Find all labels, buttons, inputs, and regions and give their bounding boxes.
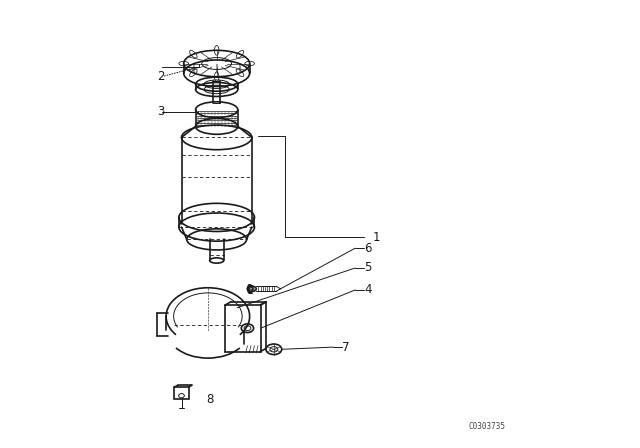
Text: 3: 3 (157, 105, 164, 118)
Text: C0303735: C0303735 (468, 422, 506, 431)
Text: 7: 7 (342, 340, 349, 353)
Text: 6: 6 (364, 241, 371, 254)
Text: 2: 2 (157, 70, 165, 83)
Text: 5: 5 (364, 262, 371, 275)
Text: 1: 1 (372, 231, 380, 244)
Text: 4: 4 (364, 284, 371, 297)
Text: 8: 8 (206, 393, 214, 406)
